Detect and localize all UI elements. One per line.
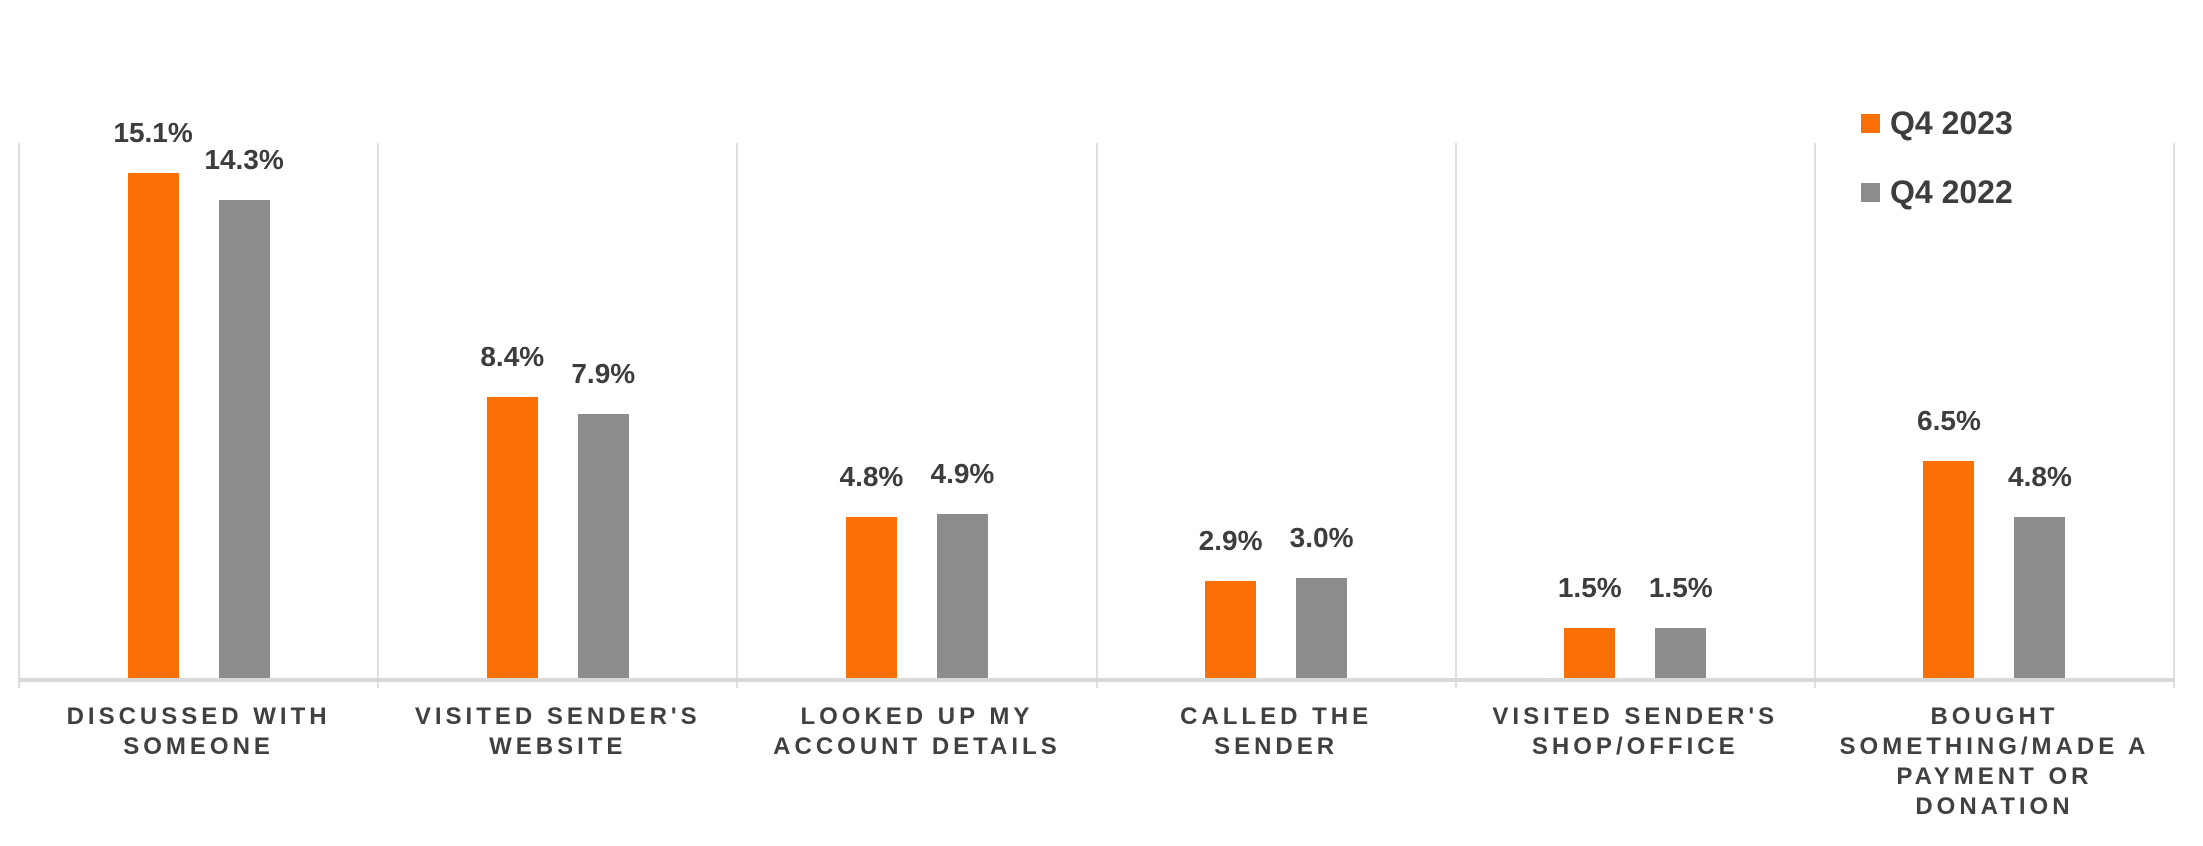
category-panel: 6.5% 4.8% BOUGHT SOMETHING/MADE A PAYMENT … <box>1813 143 2176 820</box>
category-label: VISITED SENDER'S WEBSITE <box>414 703 701 760</box>
x-axis-line <box>18 678 2175 682</box>
category-panel: 4.8% 4.9% LOOKED UP MY ACCOUNT DETAILS <box>736 143 1095 760</box>
legend-swatch-q4-2022-icon <box>1861 182 1880 202</box>
bar-q4-2023: 4.8% <box>840 463 903 678</box>
bar-q4-2023: 8.4% <box>480 343 544 678</box>
category-label: LOOKED UP MY ACCOUNT DETAILS <box>773 703 1061 760</box>
data-label-q4-2022: 1.5% <box>1648 572 1713 603</box>
legend-label-q4-2023: Q4 2023 <box>1890 105 2013 141</box>
legend-item-q4-2023: Q4 2023 <box>1861 104 2013 142</box>
bar-q4-2023: 15.1% <box>113 119 193 678</box>
category-label: VISITED SENDER'S SHOP/OFFICE <box>1492 703 1779 760</box>
data-label-q4-2023: 15.1% <box>113 117 193 148</box>
legend-swatch-q4-2023-icon <box>1861 113 1880 133</box>
bar-q4-2022: 7.9% <box>571 360 635 678</box>
data-label-q4-2022: 7.9% <box>571 358 636 389</box>
bar-q4-2022: 4.8% <box>2008 463 2072 678</box>
bar-q4-2023: 6.5% <box>1917 407 1981 678</box>
bar-group: 15.1% 14.3% <box>113 119 284 678</box>
category-label: DISCUSSED WITH SOMEONE <box>66 703 331 760</box>
data-label-q4-2023: 2.9% <box>1198 525 1263 556</box>
category-panel: 2.9% 3.0% CALLED THE SENDER <box>1095 143 1455 760</box>
bar-group: 4.8% 4.9% <box>840 460 994 678</box>
bar-group: 6.5% 4.8% <box>1917 407 2072 678</box>
category-panel: 15.1% 14.3% DISCUSSED WITH SOMEONE <box>18 119 377 760</box>
bar-group: 8.4% 7.9% <box>480 343 635 678</box>
legend-label-q4-2022: Q4 2022 <box>1890 174 2013 210</box>
bar-q4-2022: 3.0% <box>1290 524 1354 678</box>
bar-group: 1.5% 1.5% <box>1558 574 1713 678</box>
bar-q4-2022: 4.9% <box>931 460 994 678</box>
data-label-q4-2022: 4.8% <box>2008 461 2072 492</box>
data-label-q4-2022: 4.9% <box>930 458 995 489</box>
data-label-q4-2023: 1.5% <box>1557 572 1622 603</box>
data-label-q4-2022: 14.3% <box>204 144 284 175</box>
bar-group: 2.9% 3.0% <box>1199 524 1354 678</box>
data-label-q4-2023: 4.8% <box>839 461 904 492</box>
bar-q4-2022: 1.5% <box>1649 574 1713 678</box>
category-panel: 8.4% 7.9% VISITED SENDER'S WEBSITE <box>377 143 736 760</box>
legend: Q4 2023 Q4 2022 <box>1861 104 2013 211</box>
legend-item-q4-2022: Q4 2022 <box>1861 173 2013 211</box>
bar-q4-2022: 14.3% <box>204 146 284 678</box>
data-label-q4-2023: 6.5% <box>1917 405 1981 436</box>
bar-q4-2023: 1.5% <box>1558 574 1622 678</box>
data-label-q4-2022: 3.0% <box>1289 522 1354 553</box>
plot-area: 15.1% 14.3% DISCUSSED WITH SOMEONE 8.4% 7.9%… <box>18 119 2176 820</box>
data-label-q4-2023: 8.4% <box>480 341 545 372</box>
bar-q4-2023: 2.9% <box>1199 527 1263 678</box>
category-label: BOUGHT SOMETHING/MADE A PAYMENT OR DONAT… <box>1839 703 2150 820</box>
category-panel: 1.5% 1.5% VISITED SENDER'S SHOP/OFFICE <box>1454 143 1814 760</box>
category-label: CALLED THE SENDER <box>1180 703 1373 760</box>
